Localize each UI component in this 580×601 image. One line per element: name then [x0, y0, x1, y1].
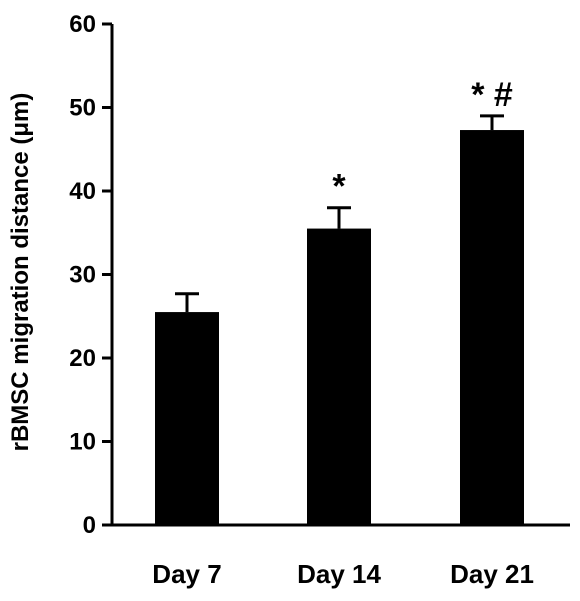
- error-bars: [175, 114, 504, 313]
- bar: [307, 228, 371, 525]
- bars: [155, 130, 524, 526]
- x-tick-label: Day 14: [297, 559, 381, 589]
- significance-marker: * #: [471, 76, 513, 114]
- y-tick-label: 20: [69, 345, 96, 372]
- significance-annotations: * * #: [332, 76, 512, 206]
- y-axis-title: rBMSC migration distance (μm): [7, 93, 34, 452]
- y-tick-label: 50: [69, 95, 96, 122]
- significance-marker: *: [332, 168, 346, 206]
- x-axis-labels: Day 7 Day 14 Day 21: [152, 559, 534, 589]
- x-tick-label: Day 7: [152, 559, 221, 589]
- y-tick-label: 60: [69, 11, 96, 38]
- y-tick-label: 30: [69, 262, 96, 289]
- x-tick-label: Day 21: [450, 559, 534, 589]
- bar: [155, 312, 219, 525]
- y-tick-label: 40: [69, 178, 96, 205]
- y-tick-label: 10: [69, 429, 96, 456]
- y-tick-label: 0: [83, 512, 96, 539]
- y-axis-ticks: 0 10 20 30 40 50 60: [69, 11, 112, 539]
- bar: [460, 130, 524, 526]
